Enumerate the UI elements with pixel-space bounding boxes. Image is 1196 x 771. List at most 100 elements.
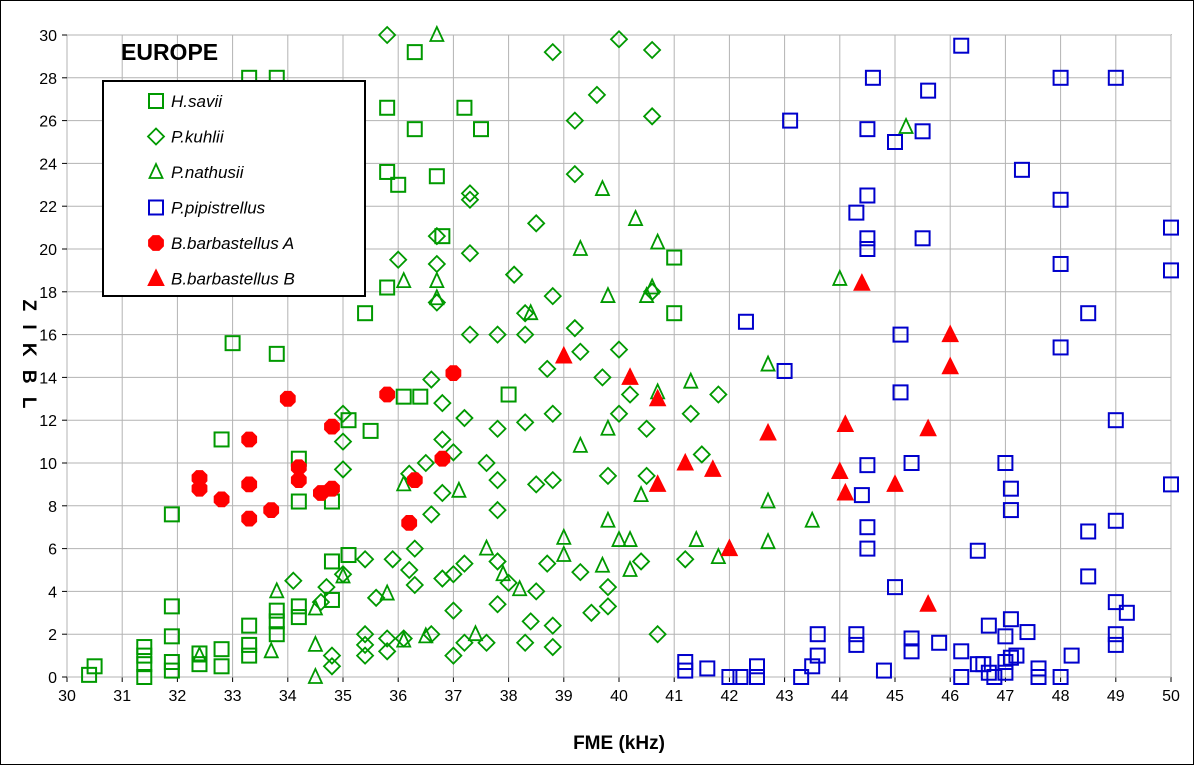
x-tick-label: 32 [169,688,187,705]
data-point [406,44,423,61]
data-point [379,99,396,116]
data-point [213,431,230,448]
data-point [417,626,434,644]
x-tick-label: 39 [555,688,573,705]
legend-marker [148,199,164,216]
data-point [638,285,655,303]
data-point [434,450,451,467]
data-point [598,577,618,597]
data-point [1052,255,1069,272]
data-point [953,643,970,660]
data-point [324,480,340,497]
data-point [594,178,611,196]
data-point [622,529,638,547]
data-point [511,579,528,597]
data-point [379,279,396,296]
series-b-barbastellus-b [554,273,960,612]
data-point [495,564,511,582]
data-point [997,455,1014,471]
data-point [1002,611,1019,628]
data-point [478,538,495,556]
data-point [81,666,98,683]
data-point [317,577,336,597]
data-point [980,617,997,634]
data-point [903,630,920,647]
data-point [809,626,826,643]
data-point [307,666,324,684]
data-point [428,288,445,306]
legend-marker [148,235,164,251]
data-point [428,270,445,289]
data-point [451,480,467,498]
data-point [290,493,307,510]
data-point [677,662,694,679]
data-point [688,529,705,547]
data-point [648,388,667,407]
data-point [853,273,871,291]
data-point [537,359,557,379]
data-point [355,635,375,655]
data-point [804,510,821,528]
data-point [340,547,357,564]
data-point [760,354,776,372]
data-point [515,413,535,432]
data-point [709,385,728,404]
data-point [859,457,876,474]
data-point [975,656,992,673]
data-point [355,624,375,644]
data-point [422,370,441,389]
data-point [836,482,855,501]
data-point [609,30,629,49]
data-point [642,40,662,60]
data-point [919,594,937,612]
x-tick-label: 41 [665,688,683,705]
data-point [433,483,452,503]
data-point [859,187,876,204]
data-point [488,552,507,571]
y-tick-label: 2 [48,627,57,644]
data-point [555,544,572,562]
data-point [642,107,662,126]
data-point [136,647,153,664]
data-point [666,305,683,322]
data-point [666,249,683,266]
data-point [1063,647,1080,664]
chart-title: EUROPE [121,39,218,65]
data-point [749,658,765,675]
data-point [488,325,507,344]
data-point [241,647,258,664]
data-point [526,475,546,494]
data-point [473,121,489,138]
data-point [213,491,230,508]
data-point [268,581,285,599]
data-point [809,647,826,664]
data-point [388,250,408,269]
y-tick-label: 26 [39,114,57,131]
data-point [456,99,473,116]
data-point [383,550,402,569]
data-point [401,515,418,531]
data-point [395,630,412,648]
data-point [290,472,307,488]
data-point [406,121,423,138]
data-point [213,641,230,658]
y-tick-label: 24 [39,156,57,173]
data-point [460,325,480,344]
x-tick-label: 37 [445,688,463,705]
data-point [1002,480,1019,497]
data-point [279,390,296,407]
data-point [903,643,920,660]
data-marks [81,24,1179,685]
data-point [565,318,585,338]
legend-label: P.pipistrellus [171,199,266,218]
data-point [1052,69,1069,86]
data-point [444,601,463,620]
data-point [526,214,546,233]
data-point [521,612,540,631]
data-point [572,238,589,256]
data-point [362,422,379,439]
data-point [1107,626,1124,643]
data-point [268,602,285,619]
data-point [859,241,876,257]
legend-item: B.barbastellus A [148,234,294,253]
